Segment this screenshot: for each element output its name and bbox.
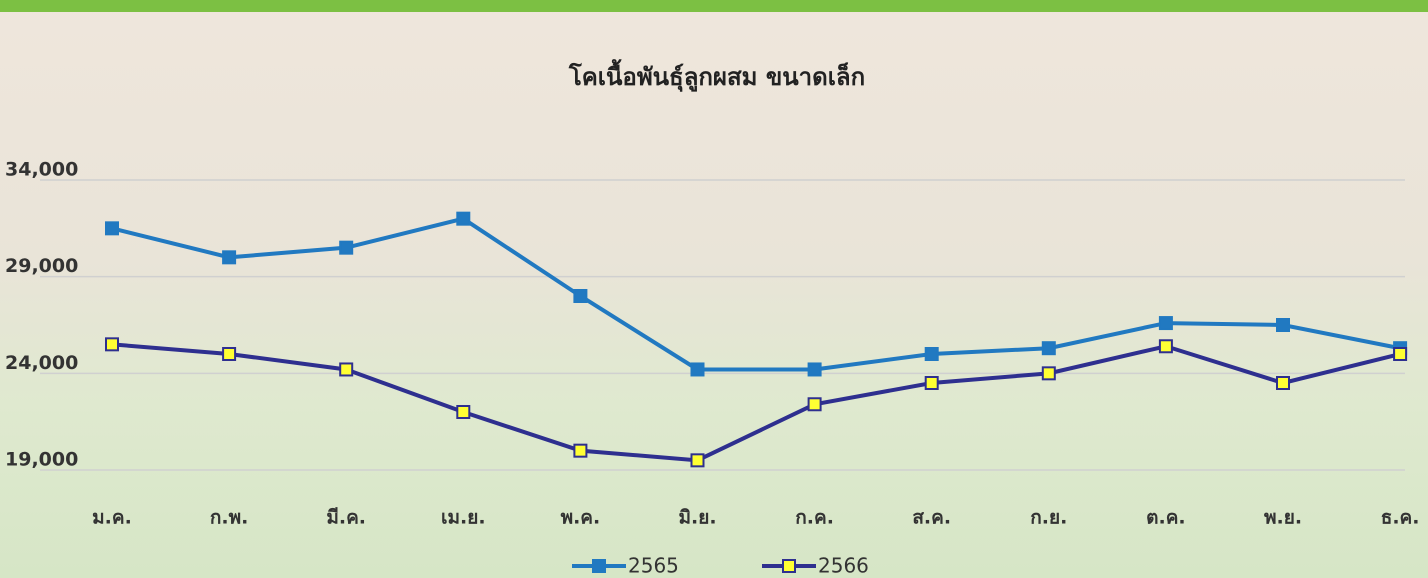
x-tick-label: พ.ค.	[561, 507, 601, 529]
point	[456, 405, 471, 419]
x-tick-label: ส.ค.	[912, 507, 951, 529]
y-tick-label: 19,000	[5, 449, 78, 471]
point	[807, 362, 822, 377]
x-tick-label: ม.ค.	[92, 507, 132, 529]
point	[105, 221, 119, 236]
point	[456, 211, 471, 226]
x-tick-label: ก.ค.	[795, 507, 834, 529]
point	[1276, 318, 1290, 332]
point	[1158, 316, 1173, 331]
legend-label: 2565	[628, 554, 679, 578]
point	[573, 443, 588, 458]
point	[1041, 366, 1056, 381]
point	[1276, 376, 1290, 390]
point	[222, 250, 237, 265]
legend-marker	[782, 559, 796, 573]
chart-title: โคเนื้อพันธุ์ลูกผสม ขนาดเล็ก	[568, 58, 865, 93]
series-line	[111, 216, 1401, 372]
point	[924, 347, 939, 361]
y-tick-label: 34,000	[5, 159, 78, 181]
point	[573, 289, 588, 303]
x-tick-label: ก.พ.	[210, 507, 248, 529]
x-tick-label: เม.ย.	[441, 507, 486, 529]
point	[807, 397, 822, 412]
top-bar	[0, 0, 1428, 12]
x-tick-label: ก.ย.	[1030, 507, 1067, 529]
point	[924, 376, 939, 390]
x-tick-label: ธ.ค.	[1381, 507, 1420, 529]
point	[222, 347, 237, 361]
point	[105, 337, 119, 352]
y-tick-label: 29,000	[5, 255, 78, 277]
x-tick-label: ต.ค.	[1146, 507, 1185, 529]
point	[339, 362, 354, 377]
point	[690, 453, 705, 468]
point	[1158, 339, 1173, 354]
y-tick-label: 24,000	[5, 352, 78, 374]
legend-label: 2566	[818, 554, 869, 578]
point	[339, 240, 354, 255]
series-line	[111, 342, 1401, 463]
point	[1393, 347, 1408, 361]
x-tick-label: มี.ค.	[326, 507, 366, 529]
legend-marker	[592, 559, 606, 573]
x-tick-label: พ.ย.	[1264, 507, 1302, 529]
point	[690, 362, 705, 377]
x-tick-label: มิ.ย.	[678, 507, 716, 529]
point	[1041, 341, 1056, 356]
